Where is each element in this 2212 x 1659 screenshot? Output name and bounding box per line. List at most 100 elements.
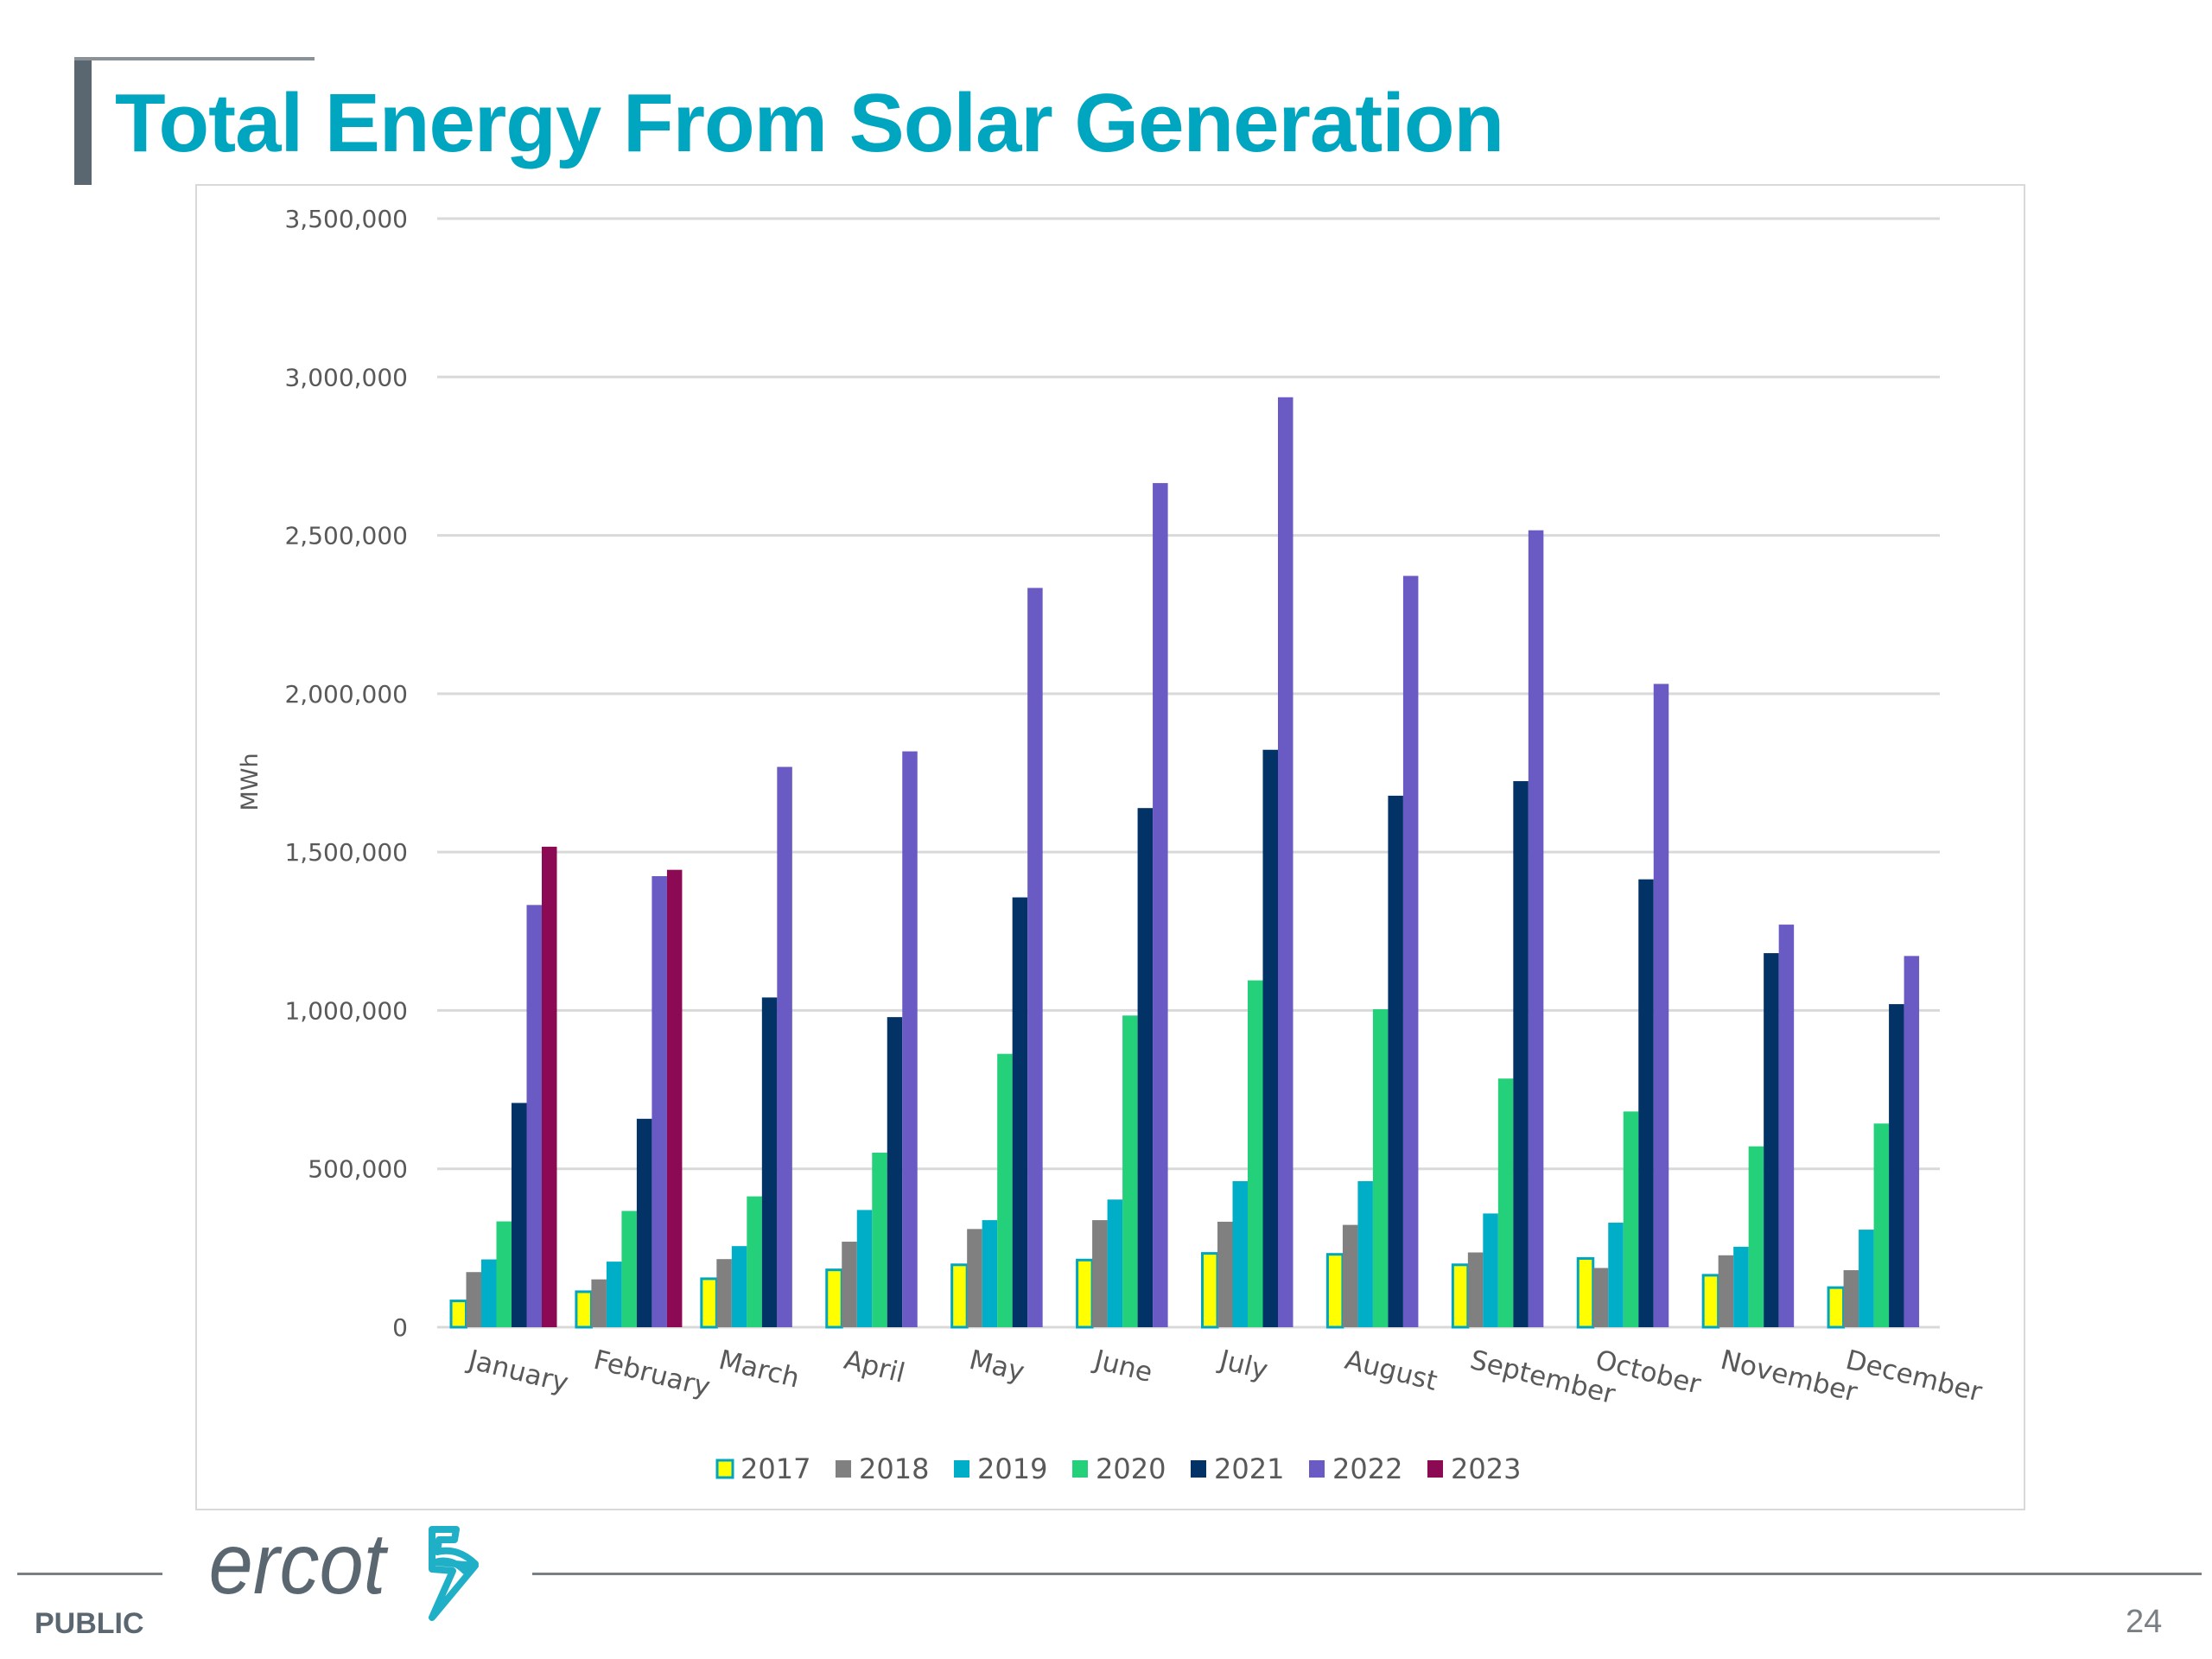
- x-tick-label: February: [590, 1344, 713, 1403]
- bar-2018-june: [1092, 1220, 1108, 1327]
- bar-2019-february: [606, 1262, 622, 1327]
- legend-swatch-2022: [1309, 1460, 1325, 1478]
- legend-swatch-2023: [1427, 1460, 1443, 1478]
- bar-2020-august: [1372, 1008, 1389, 1327]
- bar-2019-april: [856, 1210, 873, 1327]
- y-tick-label: 0: [392, 1313, 408, 1342]
- bar-2020-july: [1248, 980, 1263, 1327]
- bar-2020-october: [1623, 1111, 1639, 1327]
- page-number: 24: [2126, 1604, 2163, 1640]
- y-tick-label: 2,500,000: [284, 522, 408, 550]
- bar-2018-february: [591, 1279, 607, 1327]
- bar-2017-december: [1827, 1286, 1846, 1329]
- bar-2018-january: [466, 1272, 481, 1327]
- bar-2021-april: [887, 1017, 903, 1327]
- logo-wordmark: ercot: [209, 1516, 390, 1611]
- bar-2019-december: [1859, 1230, 1874, 1327]
- bar-2022-may: [1027, 588, 1043, 1327]
- bar-2021-february: [636, 1118, 652, 1327]
- x-tick-label: January: [464, 1344, 572, 1399]
- bar-2017-july: [1201, 1252, 1219, 1329]
- bar-2021-november: [1764, 953, 1779, 1327]
- legend-swatch-2018: [836, 1460, 851, 1478]
- y-tick-label: 3,500,000: [284, 205, 408, 233]
- x-tick-label: November: [1718, 1344, 1860, 1408]
- ercot-logo: ercot: [206, 1514, 499, 1630]
- bar-2020-september: [1497, 1078, 1514, 1327]
- bar-2017-november: [1701, 1274, 1720, 1329]
- bar-2020-may: [997, 1053, 1013, 1327]
- bar-2019-march: [731, 1246, 747, 1327]
- bar-2023-february: [666, 869, 683, 1327]
- bar-2018-november: [1718, 1255, 1734, 1327]
- bar-2021-august: [1388, 795, 1403, 1327]
- bar-2017-june: [1076, 1258, 1094, 1329]
- gridlines: [437, 217, 1940, 1329]
- bar-2022-july: [1278, 397, 1294, 1327]
- bar-2021-july: [1262, 749, 1278, 1327]
- bar-2021-march: [761, 997, 778, 1327]
- bar-2019-august: [1357, 1181, 1373, 1327]
- y-tick-label: 1,500,000: [284, 838, 408, 867]
- bar-2022-november: [1778, 925, 1795, 1327]
- bar-2020-april: [872, 1153, 887, 1327]
- legend-swatch-2017: [715, 1459, 734, 1479]
- bar-2019-september: [1483, 1213, 1498, 1327]
- title-accent-bar: [74, 57, 92, 185]
- bar-2019-may: [982, 1220, 998, 1327]
- x-tick-label: August: [1342, 1344, 1440, 1397]
- bar-2017-february: [575, 1290, 593, 1329]
- bar-2020-january: [496, 1221, 512, 1327]
- bar-2018-september: [1467, 1252, 1484, 1327]
- legend: 2017 2018 2019 2020 2021 2022 2023: [715, 1452, 1521, 1485]
- bar-2020-march: [747, 1196, 762, 1327]
- bar-2021-december: [1889, 1004, 1904, 1327]
- bar-2021-january: [512, 1103, 527, 1327]
- x-tick-label: September: [1467, 1344, 1618, 1410]
- x-tick-label: July: [1215, 1344, 1271, 1386]
- y-tick-label: 1,000,000: [284, 996, 408, 1025]
- legend-swatch-2020: [1072, 1460, 1088, 1478]
- footer-divider-right: [532, 1573, 2202, 1575]
- bar-2019-november: [1733, 1246, 1749, 1327]
- x-tick-label: May: [966, 1344, 1027, 1388]
- classification-label: PUBLIC: [35, 1607, 144, 1640]
- x-tick-label: March: [715, 1344, 802, 1395]
- bar-2022-january: [526, 905, 542, 1327]
- bar-2018-december: [1843, 1270, 1859, 1327]
- bar-2018-october: [1592, 1268, 1609, 1327]
- legend-swatch-2021: [1191, 1460, 1206, 1478]
- bar-2022-april: [902, 751, 918, 1327]
- bar-2018-august: [1342, 1224, 1358, 1327]
- lightning-bolt-icon: [429, 1526, 479, 1621]
- bar-2022-december: [1904, 956, 1920, 1327]
- bar-2018-may: [967, 1229, 982, 1327]
- legend-label-2019: 2019: [977, 1452, 1047, 1485]
- bar-2022-february: [652, 876, 667, 1327]
- bar-2022-june: [1153, 483, 1168, 1327]
- bar-2021-september: [1513, 781, 1529, 1327]
- legend-swatch-2019: [954, 1460, 969, 1478]
- bar-2017-august: [1325, 1253, 1344, 1329]
- legend-label-2021: 2021: [1214, 1452, 1284, 1485]
- legend-label-2018: 2018: [859, 1452, 929, 1485]
- y-tick-label: 500,000: [308, 1155, 408, 1184]
- bar-2017-april: [825, 1268, 843, 1329]
- bar-2021-may: [1012, 897, 1028, 1327]
- bar-2022-march: [777, 766, 792, 1327]
- bar-2021-june: [1137, 808, 1154, 1327]
- legend-label-2017: 2017: [741, 1452, 810, 1485]
- bar-2019-june: [1107, 1199, 1123, 1327]
- bar-2019-january: [481, 1259, 497, 1327]
- bar-2018-march: [716, 1259, 732, 1327]
- footer-divider-left: [17, 1573, 162, 1575]
- y-tick-labels: 0 500,000 1,000,000 1,500,000 2,000,000 2,500…: [284, 205, 408, 1342]
- bar-2019-october: [1608, 1223, 1624, 1327]
- y-axis-label: MWh: [237, 753, 264, 810]
- bar-2022-october: [1653, 683, 1669, 1327]
- bar-2019-july: [1232, 1181, 1248, 1327]
- bar-2022-august: [1402, 575, 1419, 1327]
- bar-2017-september: [1451, 1263, 1470, 1329]
- bar-2020-june: [1122, 1015, 1138, 1327]
